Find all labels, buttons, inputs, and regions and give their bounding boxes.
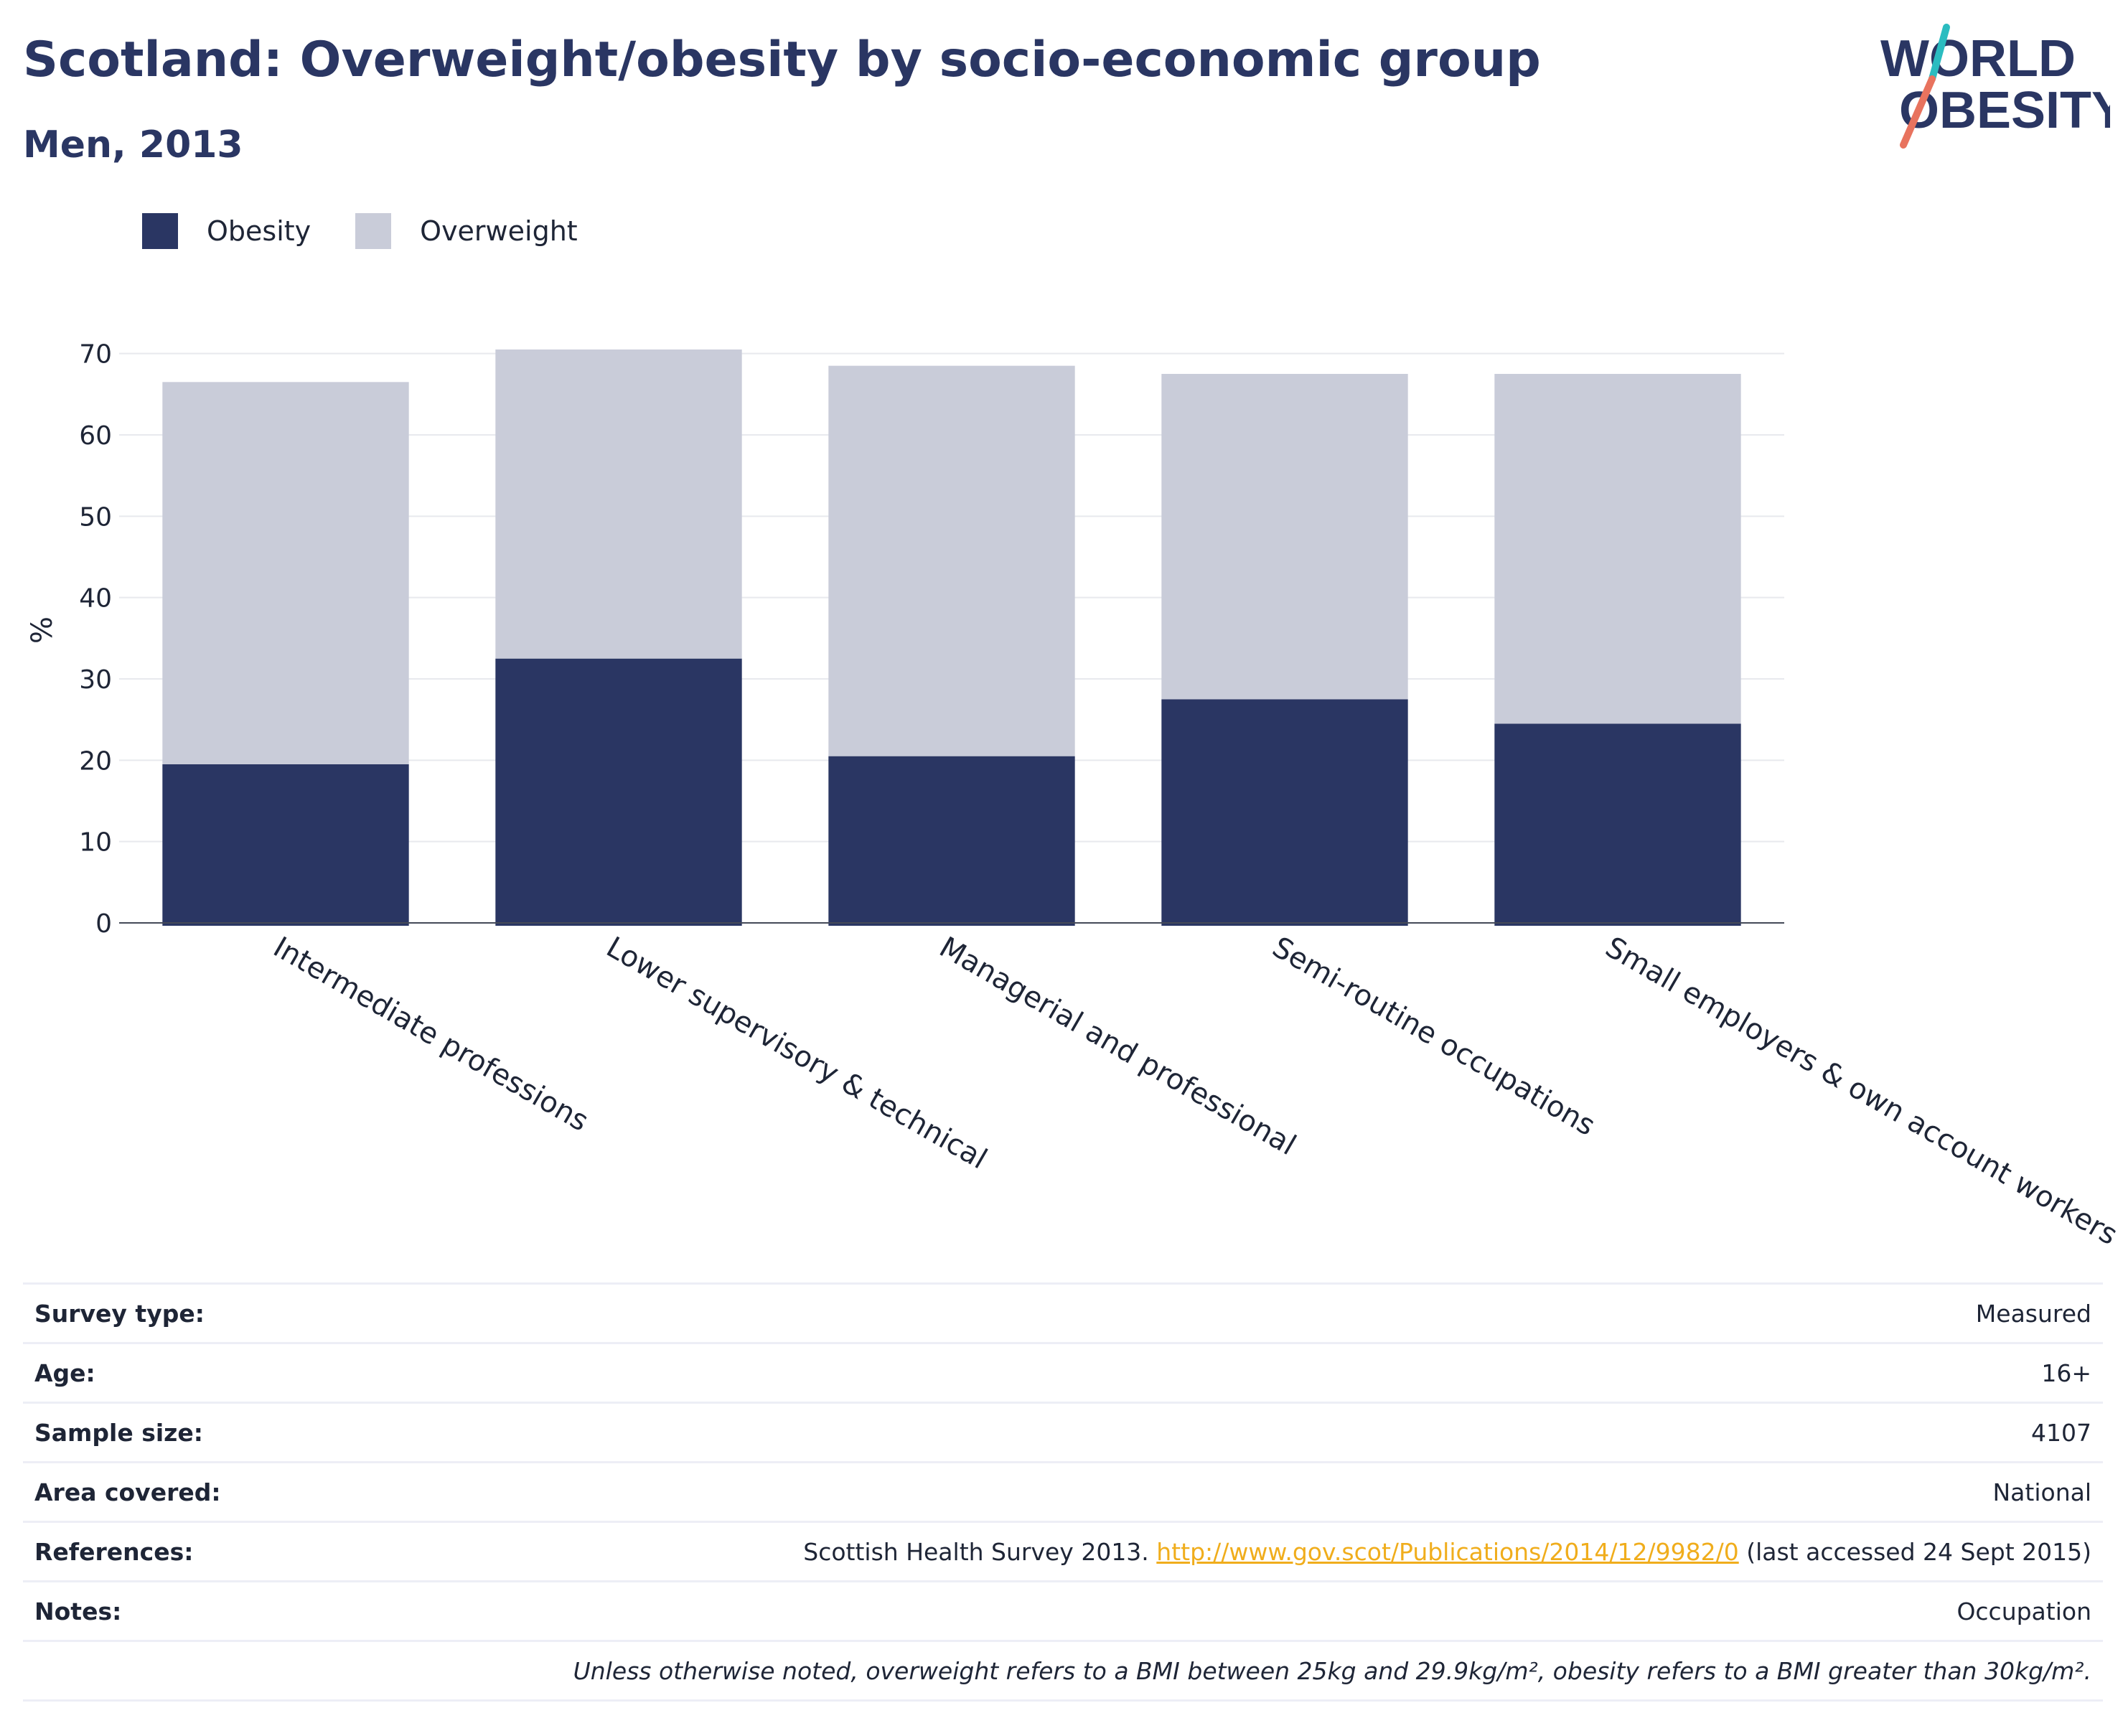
x-tick-label: Semi-routine occupations [1267,931,1601,1143]
logo-stroke-teal [1928,24,1950,83]
info-value: 4107 [309,1402,2103,1463]
bar-overweight-5 [1494,374,1741,724]
info-value: National [309,1461,2103,1522]
info-row-area-covered: Area covered: National [23,1461,2103,1522]
y-tick-label: 70 [79,340,112,370]
bmi-footnote: Unless otherwise noted, overweight refer… [23,1640,2103,1702]
page-subtitle: Men, 2013 [23,123,243,166]
info-value-references: Scottish Health Survey 2013. http://www.… [309,1521,2103,1582]
y-tick-label: 40 [79,584,112,614]
y-tick-label: 10 [79,828,112,858]
info-value: Measured [309,1282,2103,1343]
y-tick-label: 20 [79,746,112,776]
x-tick-label: Intermediate professions [268,931,594,1138]
page-title: Scotland: Overweight/obesity by socio-ec… [23,32,1541,88]
y-tick-label: 0 [95,909,112,939]
x-tick-label: Managerial and professional [934,931,1301,1162]
bar-obesity-2 [495,658,742,926]
bar-obesity-5 [1494,723,1741,926]
y-tick-label: 30 [79,665,112,695]
info-value: 16+ [309,1342,2103,1403]
survey-info-table: Survey type: Measured Age: 16+ Sample si… [23,1282,2103,1702]
info-label: Sample size: [23,1402,309,1463]
bar-obesity-1 [162,764,409,926]
stacked-bar-chart: 0 10 20 30 40 50 60 70% Intermediate professions… [26,340,2123,1252]
logo-text-obesity: OBESITY [1899,82,2110,139]
info-row-sample-size: Sample size: 4107 [23,1402,2103,1463]
logo-stroke-coral [1900,75,1936,149]
bar-obesity-3 [828,756,1075,926]
info-value: Occupation [309,1580,2103,1641]
info-row-notes: Notes: Occupation [23,1580,2103,1641]
world-obesity-logo: WORLD OBESITY [1880,24,2110,149]
info-label: Survey type: [23,1282,309,1343]
info-label: References: [23,1521,309,1582]
info-row-footnote: Unless otherwise noted, overweight refer… [23,1640,2103,1702]
bar-obesity-4 [1161,699,1408,926]
y-tick-label: 60 [79,421,112,451]
bar-overweight-1 [162,382,409,764]
legend-item-overweight[interactable]: Overweight [355,213,578,249]
info-row-survey-type: Survey type: Measured [23,1282,2103,1343]
reference-accessed: (last accessed 24 Sept 2015) [1738,1537,2091,1566]
y-tick-label: 50 [79,502,112,532]
legend-item-obesity[interactable]: Obesity [142,213,311,249]
chart-legend: Obesity Overweight [142,212,622,250]
bar-overweight-2 [495,349,742,659]
info-row-age: Age: 16+ [23,1342,2103,1403]
bar-overweight-4 [1161,374,1408,700]
legend-swatch-obesity [142,213,178,249]
legend-swatch-overweight [355,213,392,249]
info-label: Area covered: [23,1461,309,1522]
bar-overweight-3 [828,365,1075,756]
legend-label-obesity: Obesity [207,215,311,247]
info-label: Notes: [23,1580,309,1641]
info-row-references: References: Scottish Health Survey 2013.… [23,1521,2103,1582]
y-axis-label: % [26,616,59,644]
x-tick-label: Small employers & own account workers [1600,931,2123,1252]
info-label: Age: [23,1342,309,1403]
reference-text: Scottish Health Survey 2013. [803,1537,1157,1566]
reference-link[interactable]: http://www.gov.scot/Publications/2014/12… [1156,1537,1739,1566]
logo-text-world: WORLD [1880,30,2076,88]
x-tick-label: Lower supervisory & technical [601,931,993,1176]
legend-label-overweight: Overweight [420,215,578,247]
